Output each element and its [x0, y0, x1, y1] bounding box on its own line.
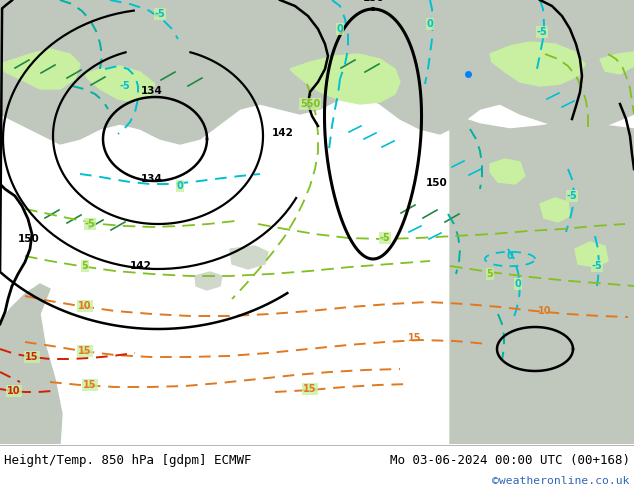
Text: 0: 0: [337, 24, 344, 34]
Polygon shape: [600, 52, 634, 74]
Text: -5: -5: [120, 81, 131, 91]
Text: 150: 150: [18, 234, 40, 244]
Text: ©weatheronline.co.uk: ©weatheronline.co.uk: [493, 476, 630, 486]
Polygon shape: [490, 42, 585, 86]
Polygon shape: [85, 66, 155, 102]
Polygon shape: [490, 159, 525, 184]
Text: 10: 10: [78, 301, 92, 311]
Polygon shape: [0, 0, 634, 144]
Text: 142: 142: [130, 261, 152, 271]
Text: 5: 5: [487, 269, 493, 279]
Text: -5: -5: [536, 27, 547, 37]
Text: 15: 15: [303, 384, 317, 394]
Text: 150: 150: [426, 178, 448, 188]
Text: -5: -5: [380, 233, 391, 243]
Polygon shape: [195, 272, 222, 290]
Text: -5: -5: [567, 191, 578, 201]
Polygon shape: [450, 114, 634, 444]
Text: 15: 15: [83, 380, 97, 390]
Text: Mo 03-06-2024 00:00 UTC (00+168): Mo 03-06-2024 00:00 UTC (00+168): [390, 454, 630, 466]
Text: -5: -5: [155, 9, 165, 19]
Text: 15: 15: [408, 333, 422, 343]
Text: 10: 10: [538, 306, 552, 316]
Polygon shape: [0, 284, 62, 444]
Text: 15: 15: [78, 346, 92, 356]
Text: Height/Temp. 850 hPa [gdpm] ECMWF: Height/Temp. 850 hPa [gdpm] ECMWF: [4, 454, 252, 466]
Polygon shape: [540, 198, 570, 222]
Text: 0: 0: [177, 181, 183, 191]
Text: 134: 134: [141, 86, 163, 96]
Polygon shape: [230, 246, 268, 269]
Text: 150: 150: [363, 0, 385, 3]
Text: -5: -5: [84, 219, 95, 229]
Text: 0: 0: [507, 251, 514, 261]
Text: 0: 0: [427, 19, 434, 29]
Text: 10: 10: [7, 386, 21, 396]
Polygon shape: [0, 49, 80, 89]
Polygon shape: [575, 242, 608, 267]
Text: 15: 15: [25, 352, 39, 362]
Text: 550: 550: [300, 99, 320, 109]
Text: 5: 5: [82, 261, 88, 271]
Text: 0: 0: [515, 279, 521, 289]
Text: 142: 142: [272, 128, 294, 138]
Text: -5: -5: [592, 261, 602, 271]
Text: 134: 134: [141, 174, 163, 184]
Polygon shape: [290, 54, 400, 104]
